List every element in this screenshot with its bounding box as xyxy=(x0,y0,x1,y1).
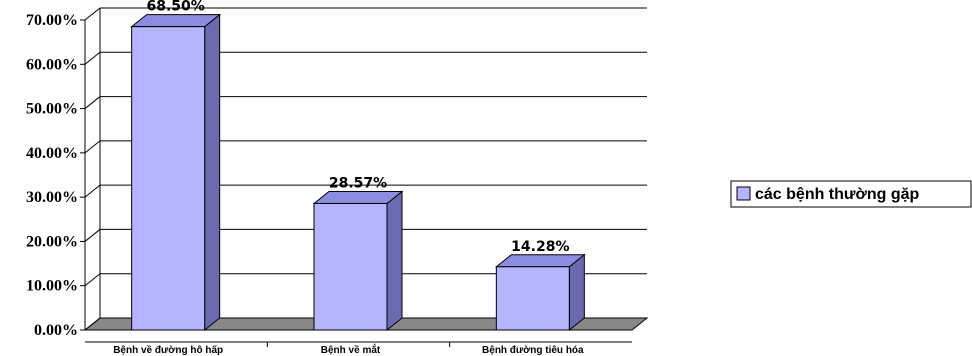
bar-top xyxy=(312,190,404,204)
data-label: 28.57% xyxy=(329,175,387,191)
category-labels: Bệnh về đường hô hấp Bệnh về mắt Bệnh đườn… xyxy=(113,343,584,356)
side-wall-tick xyxy=(84,96,101,109)
y-tick-label: 40.00% xyxy=(26,145,78,162)
bar-top xyxy=(494,254,586,268)
data-label: 14.28% xyxy=(511,239,569,255)
bars: 68.50% 28.57% 14.28% xyxy=(130,0,586,332)
y-tick-labels: 0.00% 10.00% 20.00% 30.00% 40.00% 50.00% 60.00… xyxy=(26,12,78,339)
side-wall-tick xyxy=(84,229,101,242)
bar-front xyxy=(495,266,570,331)
legend-box xyxy=(730,180,972,208)
y-tick-label: 0.00% xyxy=(34,322,78,339)
y-tick-label: 20.00% xyxy=(26,233,78,250)
bar-side xyxy=(386,190,403,332)
side-wall-tick xyxy=(84,140,101,154)
side-wall-tick xyxy=(84,7,101,21)
bar-front xyxy=(131,26,206,331)
category-label: Bệnh đường tiêu hóa xyxy=(482,345,584,356)
bar-side xyxy=(568,253,585,332)
y-tick-label: 50.00% xyxy=(26,101,78,118)
bar-front xyxy=(313,202,388,331)
bar: 68.50% xyxy=(130,0,222,332)
category-label: Bệnh về mắt xyxy=(321,343,381,356)
data-label: 68.50% xyxy=(147,0,205,15)
y-tick-label: 60.00% xyxy=(26,56,78,73)
y-tick-label: 10.00% xyxy=(26,278,78,295)
bar: 28.57% xyxy=(312,175,404,332)
bar-side xyxy=(204,13,221,332)
side-wall-tick xyxy=(84,273,101,287)
side-wall-tick xyxy=(84,51,101,65)
side-wall-tick xyxy=(84,317,101,331)
legend: các bệnh thường gặp xyxy=(730,180,972,208)
axes xyxy=(80,8,632,347)
y-tick-label: 70.00% xyxy=(26,12,78,29)
side-wall-tick xyxy=(84,184,101,198)
category-label: Bệnh về đường hô hấp xyxy=(113,344,223,356)
legend-swatch xyxy=(736,186,751,201)
bar-top xyxy=(130,14,222,28)
legend-label: các bệnh thường gặp xyxy=(755,186,920,203)
bar: 14.28% xyxy=(494,239,586,332)
y-tick-label: 30.00% xyxy=(26,189,78,206)
